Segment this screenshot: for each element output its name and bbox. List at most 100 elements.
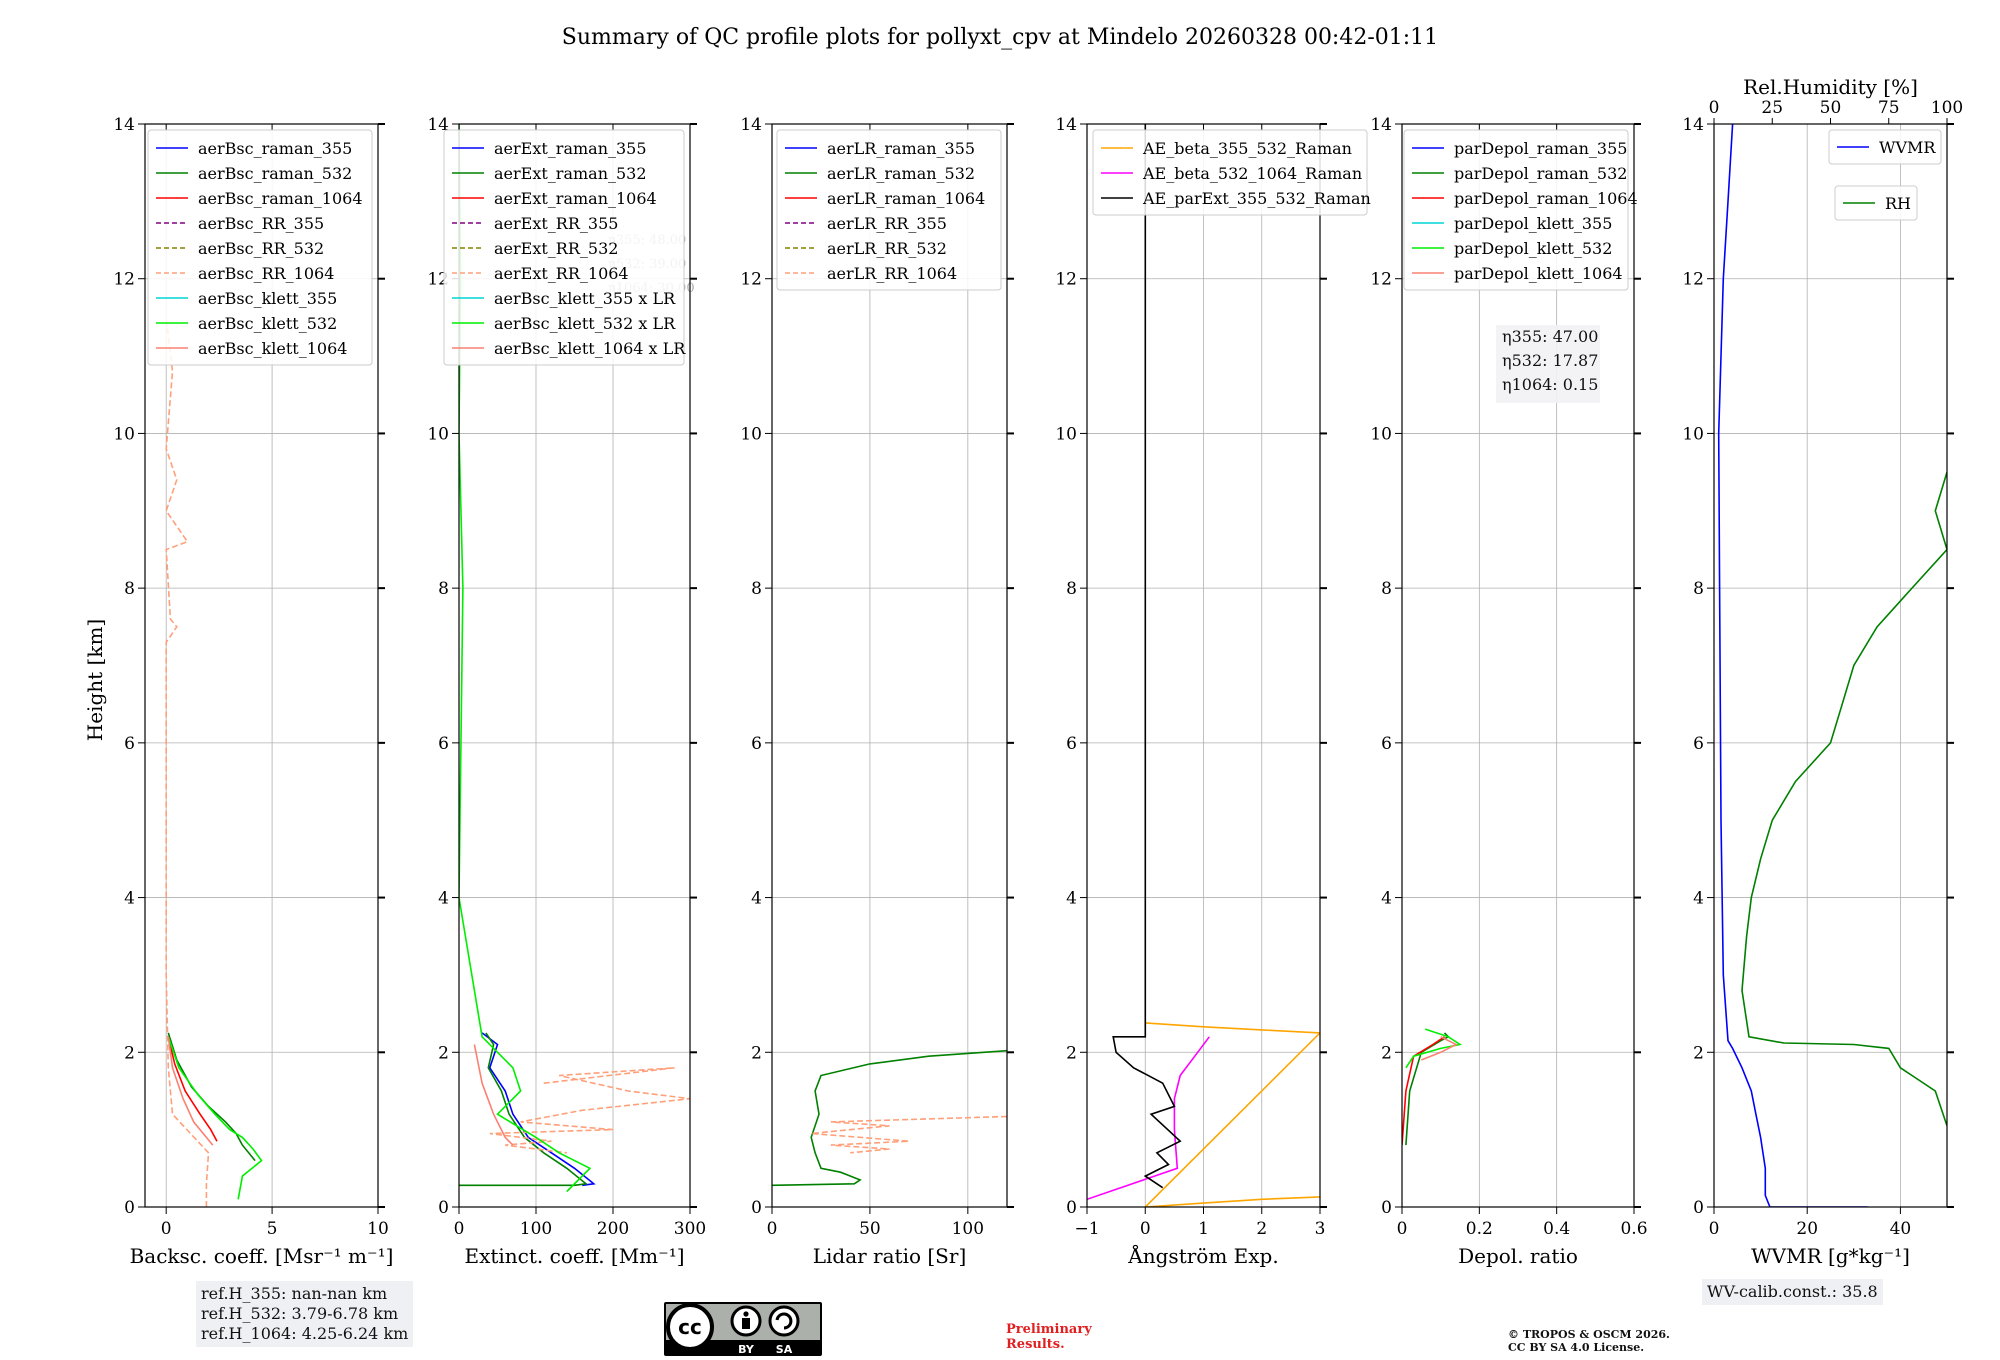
- y-tick-label-4: 8: [1693, 579, 1704, 599]
- legend-label-1: aerExt_raman_532: [494, 164, 647, 183]
- y-axis-label: Height [km]: [83, 619, 107, 741]
- cc-logo-text: cc: [678, 1315, 702, 1339]
- legend-label-1: aerBsc_raman_532: [198, 164, 352, 183]
- legend-label-3: aerExt_RR_355: [494, 214, 618, 233]
- x-tick-label-1: 0: [1140, 1219, 1151, 1239]
- y-tick-label-3: 6: [124, 734, 135, 754]
- legend-label-1: AE_beta_532_1064_Raman: [1142, 164, 1362, 183]
- attribution-icon-head: [743, 1311, 749, 1317]
- series-line-0: [1144, 1022, 1320, 1207]
- y-tick-label-0: 0: [751, 1198, 762, 1218]
- y-tick-label-1: 2: [124, 1043, 135, 1063]
- legend: parDepol_raman_355 parDepol_raman_532 parD…: [1403, 129, 1638, 291]
- series-line-5: [1421, 1036, 1458, 1061]
- legend-label-7: aerBsc_klett_532: [198, 314, 337, 333]
- legend-label-5: parDepol_klett_1064: [1454, 264, 1623, 283]
- y-tick-label-1: 2: [438, 1043, 449, 1063]
- y-tick-label-2: 4: [1693, 889, 1704, 909]
- cc-by-sa-badge: cc BY SA: [664, 1302, 822, 1356]
- y-tick-label-5: 10: [427, 424, 449, 444]
- top-tick-label-2: 50: [1820, 98, 1842, 118]
- legend-label-8: aerBsc_klett_1064: [198, 339, 347, 358]
- series-line-0: [1717, 124, 1868, 1207]
- top-tick-label-3: 75: [1878, 98, 1900, 118]
- legend-label-3: aerBsc_RR_355: [198, 214, 324, 233]
- legend-label-0: AE_beta_355_532_Raman: [1142, 139, 1352, 158]
- series-top-line-0: [1741, 471, 1947, 1127]
- copyright-line-2: CC BY SA 4.0 License.: [1508, 1341, 1645, 1354]
- legend-label-5: aerExt_RR_1064: [494, 264, 629, 283]
- plot-area: [1087, 124, 1320, 1207]
- by-label: BY: [738, 1343, 755, 1356]
- y-tick-label-7: 14: [1055, 115, 1077, 135]
- series-line-7: [459, 124, 592, 1193]
- x-tick-label-2: 0.4: [1543, 1219, 1570, 1239]
- legend-label-6: aerBsc_klett_355: [198, 289, 337, 308]
- legend-label-3: parDepol_klett_355: [1454, 214, 1612, 233]
- reference-height-box: ref.H_355: nan-nan km ref.H_532: 3.79-6.…: [196, 1281, 414, 1347]
- x-tick-label-4: 3: [1315, 1219, 1326, 1239]
- series-line-4: [1405, 1028, 1463, 1069]
- y-tick-label-0: 0: [1066, 1198, 1077, 1218]
- y-tick-label-1: 2: [751, 1043, 762, 1063]
- series-line-2: [1112, 124, 1182, 1189]
- legend: aerExt_raman_355 aerExt_raman_532 aerExt_r…: [443, 129, 686, 366]
- legend-label-6: aerBsc_klett_355 x LR: [494, 289, 676, 308]
- x-tick-label-0: 0: [767, 1219, 778, 1239]
- top-tick-label-0: 0: [1709, 98, 1720, 118]
- y-tick-label-3: 6: [1066, 734, 1077, 754]
- y-tick-label-0: 0: [1693, 1198, 1704, 1218]
- series-line-8: [473, 1044, 514, 1146]
- y-tick-label-3: 6: [1693, 734, 1704, 754]
- x-tick-label-3: 2: [1256, 1219, 1267, 1239]
- legend-label-1: aerLR_raman_532: [827, 164, 975, 183]
- x-axis-label: Lidar ratio [Sr]: [813, 1244, 967, 1268]
- legend-wvmr: WVMR: [1828, 129, 1942, 165]
- y-tick-label-4: 8: [124, 579, 135, 599]
- legend-label-2: AE_parExt_355_532_Raman: [1142, 189, 1371, 208]
- y-tick-label-4: 8: [1381, 579, 1392, 599]
- legend-frame: [1828, 129, 1942, 165]
- panel-depolarization: 0 0.2 0.4 0.6 0 2 4 6 8 10 12 14 Depol. ratio η355: 4…: [1370, 115, 1647, 1268]
- copyright-line-1: © TROPOS & OSCM 2026.: [1508, 1328, 1670, 1341]
- series-line-1: [1405, 1032, 1450, 1146]
- y-tick-label-2: 4: [1066, 889, 1077, 909]
- legend-label-3: aerLR_RR_355: [827, 214, 947, 233]
- legend-label-7: aerBsc_klett_532 x LR: [494, 314, 676, 333]
- series-line-7: [167, 1036, 263, 1200]
- legend-label-2: aerExt_raman_1064: [494, 189, 657, 208]
- plot-area: [1402, 1028, 1463, 1146]
- x-axis-label: WVMR [g*kg⁻¹]: [1751, 1244, 1910, 1268]
- y-tick-label-1: 2: [1066, 1043, 1077, 1063]
- legend-frame: [776, 129, 1002, 291]
- share-alike-icon-arc: [775, 1312, 793, 1330]
- legend-label-4: aerExt_RR_532: [494, 239, 618, 258]
- legend-label-5: aerLR_RR_1064: [827, 264, 957, 283]
- eta-text-1: η532: 17.87: [1502, 351, 1598, 370]
- x-axis-label: Ångström Exp.: [1127, 1243, 1278, 1268]
- panel-water_vapor: 0 20 40 0 2 4 6 8 10 12 14 WVMR [g*kg⁻¹] 0 25 50 75 100 R…: [1682, 75, 1963, 1268]
- legend-frame: [1834, 185, 1918, 221]
- legend-label-4: parDepol_klett_532: [1454, 239, 1612, 258]
- y-tick-label-6: 12: [1682, 270, 1704, 290]
- legend-label-8: aerBsc_klett_1064 x LR: [494, 339, 686, 358]
- y-tick-label-4: 8: [438, 579, 449, 599]
- y-tick-label-6: 12: [1055, 270, 1077, 290]
- eta-box: [1496, 325, 1600, 403]
- legend-frame: [443, 129, 685, 366]
- y-tick-label-2: 4: [438, 889, 449, 909]
- y-tick-label-5: 10: [1370, 424, 1392, 444]
- y-tick-label-2: 4: [751, 889, 762, 909]
- eta-text-2: η1064: 0.15: [1502, 375, 1598, 394]
- legend-label-1: parDepol_raman_532: [1454, 164, 1627, 183]
- legend-label-2: aerBsc_raman_1064: [198, 189, 363, 208]
- figure-title: Summary of QC profile plots for pollyxt_…: [562, 25, 1438, 50]
- axes-frame: [771, 123, 1008, 1208]
- x-tick-label-0: 0: [454, 1219, 465, 1239]
- y-tick-label-7: 14: [740, 115, 762, 135]
- legend-label-4: aerBsc_RR_532: [198, 239, 324, 258]
- plot-area: [459, 124, 690, 1193]
- cc-logo-icon: [666, 1303, 714, 1351]
